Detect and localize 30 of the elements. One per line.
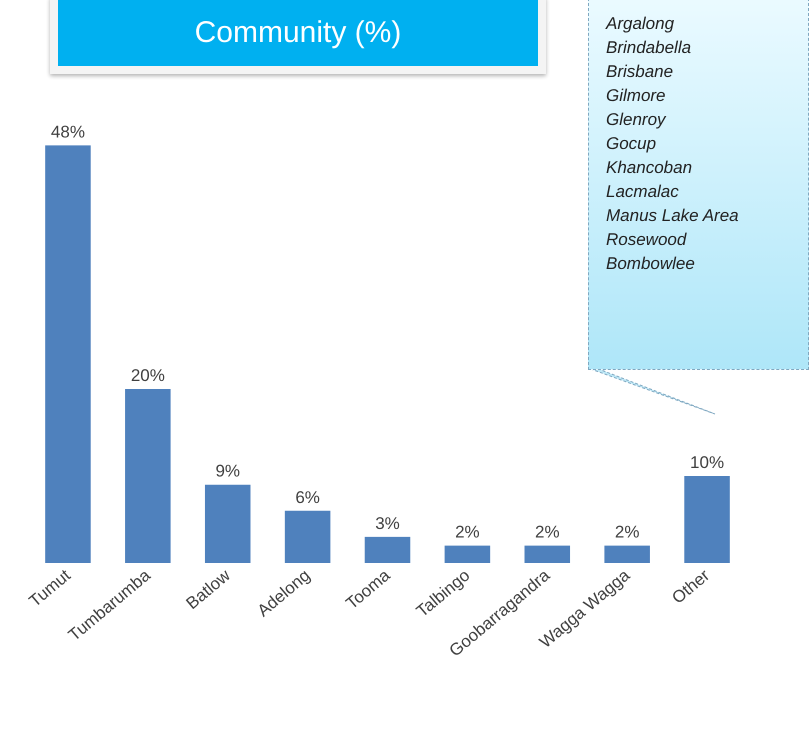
annotation: Manus Lake Area (606, 205, 740, 227)
text: Gilmore (606, 85, 667, 107)
annotation: Rosewood (606, 229, 688, 251)
data-label: 2% (534, 522, 560, 542)
data-label: 20% (130, 366, 165, 385)
annotation: Lacmalac (606, 181, 680, 203)
text: Brisbane (606, 61, 674, 83)
chart-title: Community (%) (58, 0, 538, 66)
data-label: 48% (50, 122, 85, 142)
data-label: 6% (295, 488, 320, 507)
data-label: 3% (375, 514, 400, 533)
bar (125, 389, 171, 563)
data-label: 2% (614, 522, 640, 542)
data-label: 9% (215, 462, 240, 481)
text: Brindabella (606, 37, 692, 59)
data-label: 2% (455, 522, 480, 542)
bar (204, 484, 250, 563)
bar (444, 546, 490, 563)
annotation: Khancoban (606, 157, 694, 179)
text: Argalong (606, 13, 676, 35)
annotation: Gocup (606, 133, 658, 155)
data-label: 10% (690, 453, 724, 472)
bar (45, 145, 91, 563)
bar (684, 476, 730, 563)
bar (604, 546, 650, 563)
bar (524, 546, 570, 563)
text: Glenroy (606, 109, 668, 131)
bar (364, 536, 410, 563)
bar (284, 510, 330, 563)
annotation: Bombowlee (606, 253, 696, 275)
